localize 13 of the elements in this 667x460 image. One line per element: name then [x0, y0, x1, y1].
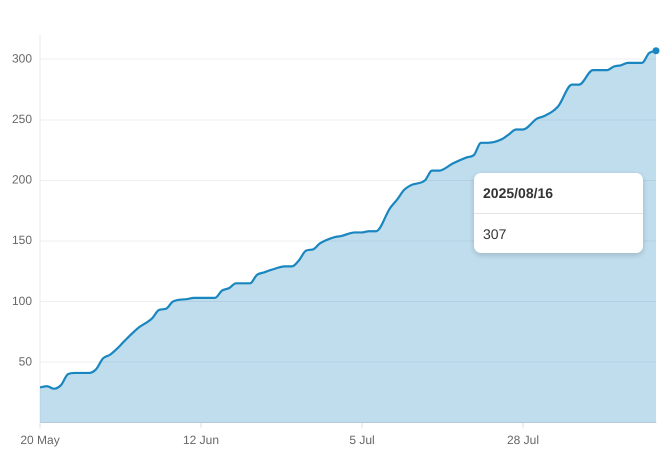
y-tick-label: 50 [18, 354, 32, 368]
x-tick-label: 5 Jul [349, 433, 375, 448]
annotation: 2025/08/16 [482, 184, 554, 203]
tooltip-card: 2025/08/16 307 [474, 172, 643, 253]
y-tick-label: 200 [12, 172, 32, 187]
x-tick-label: 28 Jul [506, 433, 540, 448]
y-tick-label: 300 [12, 52, 32, 66]
y-tick-label: 250 [12, 112, 32, 126]
annotation: 307 [474, 212, 643, 253]
y-tick-label: 150 [12, 233, 32, 248]
y-tick-label: 100 [12, 294, 32, 308]
x-tick-label: 12 Jun [183, 433, 220, 448]
x-tick-label: 20 May [20, 433, 60, 448]
